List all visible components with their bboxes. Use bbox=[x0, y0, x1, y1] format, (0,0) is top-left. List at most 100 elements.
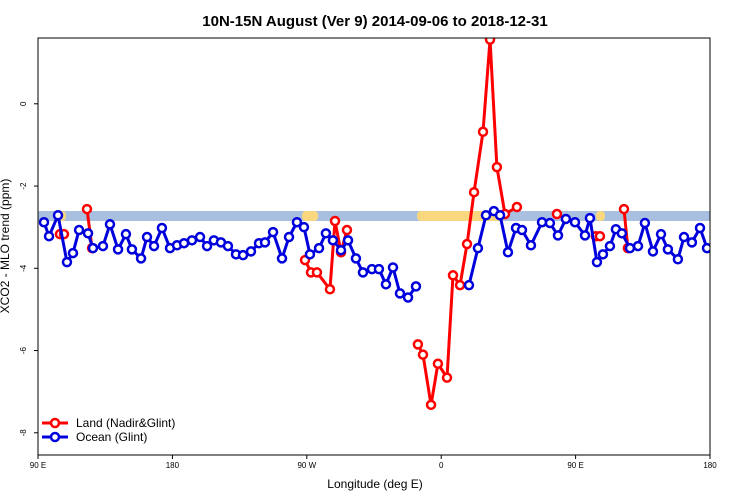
data-point bbox=[120, 228, 132, 240]
data-point bbox=[604, 240, 616, 252]
data-point bbox=[461, 238, 473, 250]
data-point bbox=[61, 256, 73, 268]
data-point bbox=[511, 201, 523, 213]
x-tick-label: 90 E bbox=[567, 461, 583, 470]
data-point bbox=[38, 216, 50, 228]
data-point bbox=[350, 253, 362, 264]
land-ocean-band bbox=[38, 211, 710, 221]
data-point bbox=[491, 161, 503, 173]
y-tick-label: -2 bbox=[19, 182, 28, 190]
data-point bbox=[463, 279, 475, 291]
data-point bbox=[201, 240, 213, 252]
legend-marker bbox=[49, 431, 61, 443]
legend-label: Ocean (Glint) bbox=[76, 430, 147, 444]
data-point bbox=[67, 247, 79, 259]
land-band bbox=[596, 211, 605, 221]
x-tick-label: 0 bbox=[439, 461, 444, 470]
data-point bbox=[341, 224, 353, 236]
data-point bbox=[410, 281, 422, 292]
data-point bbox=[477, 126, 489, 138]
data-point bbox=[480, 209, 492, 221]
data-point bbox=[324, 284, 336, 295]
data-point bbox=[468, 186, 480, 198]
data-point bbox=[327, 235, 339, 246]
data-point bbox=[311, 267, 323, 278]
ocean-band bbox=[38, 211, 710, 221]
x-tick-label: 90 E bbox=[30, 461, 46, 470]
data-point bbox=[112, 244, 124, 255]
legend: Land (Nadir&Glint)Ocean (Glint) bbox=[42, 416, 175, 444]
data-point bbox=[432, 358, 444, 369]
plot-frame bbox=[37, 37, 711, 456]
data-point bbox=[320, 228, 332, 239]
data-point bbox=[441, 372, 453, 383]
data-point bbox=[259, 237, 271, 248]
data-point bbox=[647, 246, 659, 257]
data-point bbox=[584, 212, 596, 224]
data-point bbox=[624, 242, 636, 254]
y-tick-label: 0 bbox=[19, 101, 28, 106]
data-point bbox=[632, 240, 644, 252]
data-point bbox=[126, 244, 138, 255]
data-point bbox=[672, 253, 684, 265]
data-point bbox=[655, 228, 667, 240]
data-point bbox=[639, 217, 651, 229]
data-point bbox=[342, 235, 354, 246]
data-point bbox=[380, 279, 392, 290]
data-point bbox=[502, 247, 514, 258]
data-point bbox=[525, 240, 537, 251]
data-point bbox=[73, 224, 85, 236]
data-point bbox=[291, 216, 303, 228]
x-axis-label: Longitude (deg E) bbox=[327, 477, 422, 491]
data-point bbox=[425, 399, 437, 411]
data-point bbox=[276, 253, 288, 264]
data-point bbox=[87, 242, 99, 254]
data-point bbox=[678, 231, 690, 243]
data-point bbox=[394, 288, 406, 299]
data-point bbox=[304, 249, 316, 260]
data-point bbox=[569, 216, 581, 228]
data-point bbox=[245, 246, 257, 257]
data-point bbox=[81, 203, 93, 215]
data-point bbox=[329, 215, 341, 227]
data-point bbox=[472, 242, 484, 254]
data-point bbox=[335, 244, 347, 256]
data-point bbox=[551, 208, 563, 220]
data-point bbox=[454, 279, 466, 291]
data-point bbox=[148, 240, 160, 252]
chart-title: 10N-15N August (Ver 9) 2014-09-06 to 201… bbox=[202, 13, 547, 30]
data-point bbox=[97, 240, 109, 252]
data-point bbox=[156, 222, 168, 234]
legend-label: Land (Nadir&Glint) bbox=[76, 416, 175, 430]
data-point bbox=[591, 256, 603, 268]
data-point bbox=[544, 217, 556, 229]
y-tick-label: -6 bbox=[19, 346, 28, 354]
data-point bbox=[313, 242, 325, 254]
data-point bbox=[594, 230, 606, 242]
data-point bbox=[447, 270, 459, 281]
data-point bbox=[82, 228, 94, 239]
data-point bbox=[686, 237, 698, 248]
data-point bbox=[516, 224, 528, 236]
legend-marker bbox=[49, 417, 61, 429]
data-point bbox=[387, 262, 399, 273]
land-band bbox=[302, 211, 318, 221]
data-point bbox=[283, 231, 295, 243]
data-point bbox=[597, 249, 609, 260]
data-point bbox=[494, 209, 506, 221]
data-point bbox=[552, 230, 564, 241]
data-point bbox=[194, 231, 206, 243]
data-point bbox=[373, 263, 385, 275]
data-point bbox=[135, 253, 147, 264]
data-point bbox=[298, 221, 310, 233]
axes: 90 E 180 90 W 0 90 E 180 0 -2 -4 -6 -8 bbox=[19, 101, 717, 470]
x-tick-label: 180 bbox=[166, 461, 180, 470]
y-tick-label: -8 bbox=[19, 429, 28, 437]
data-point bbox=[484, 38, 496, 45]
data-point bbox=[141, 231, 153, 243]
data-point bbox=[694, 222, 706, 234]
data-point bbox=[701, 242, 710, 254]
data-point bbox=[662, 244, 674, 255]
data-point bbox=[237, 249, 249, 261]
